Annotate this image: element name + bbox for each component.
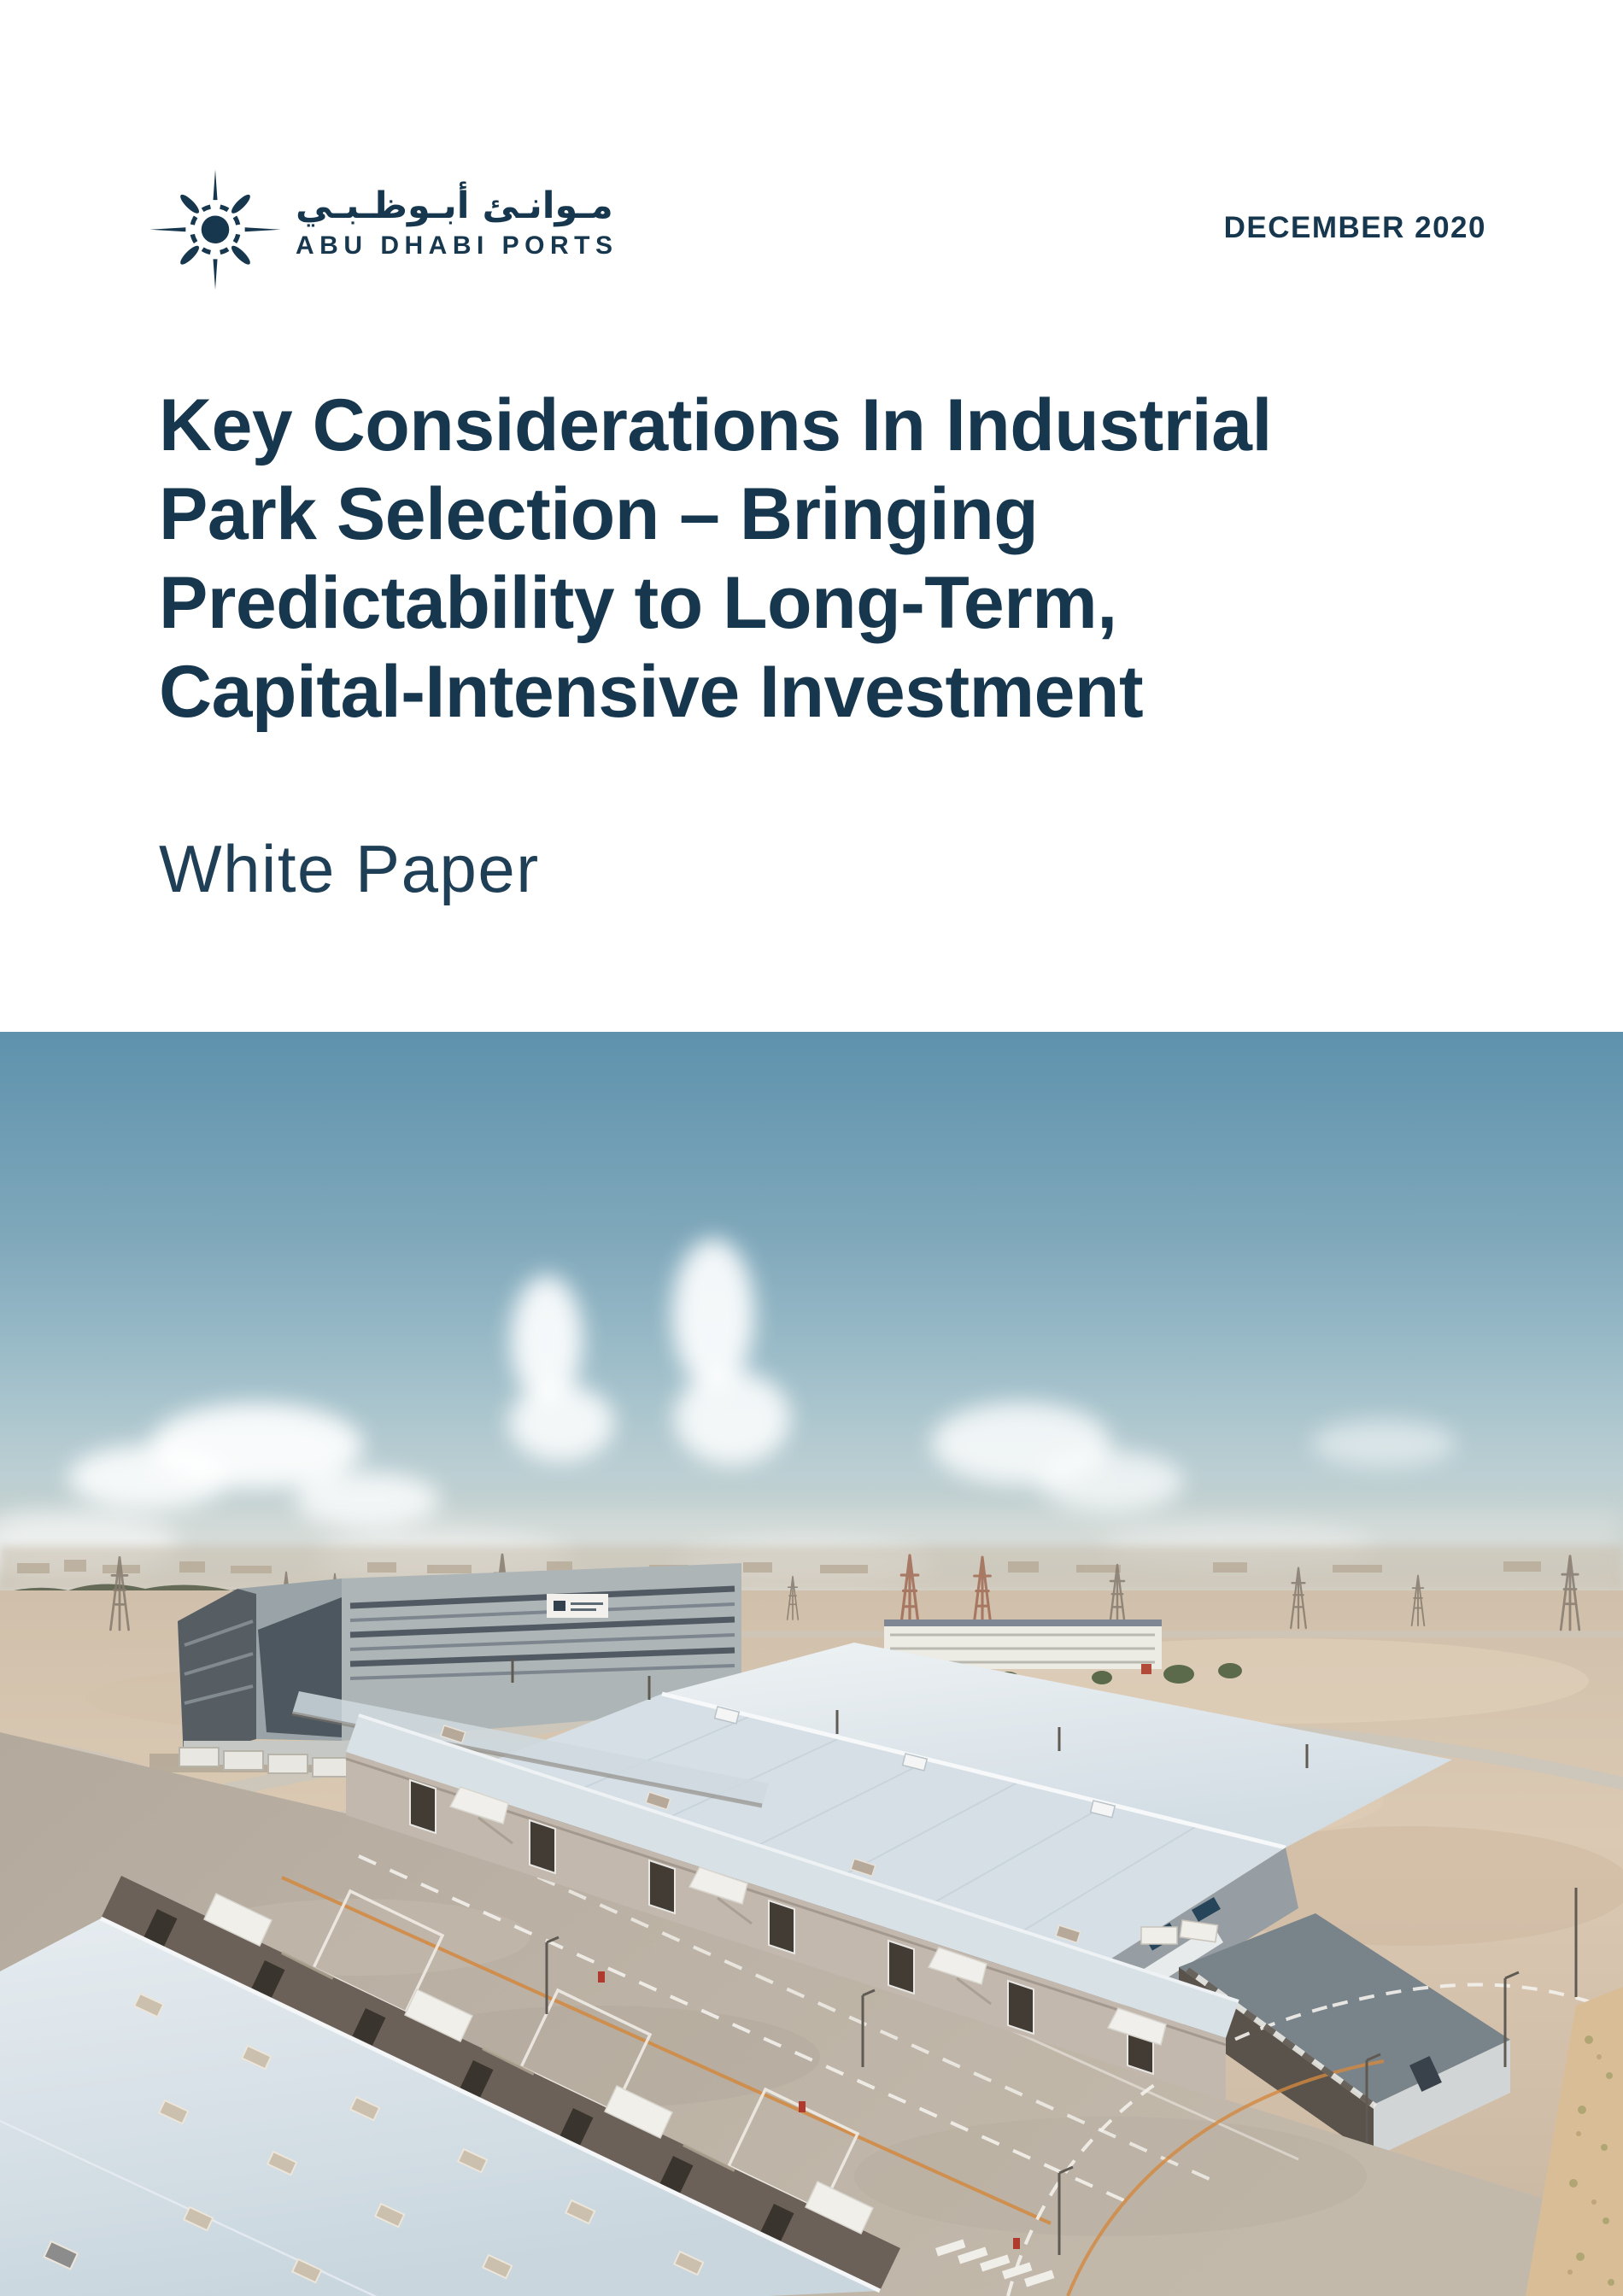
title-line-2: Park Selection – Bringing: [159, 473, 1039, 555]
front-warehouse: [0, 1876, 900, 2296]
cover-photo-aerial-industrial-park: [0, 1032, 1623, 2296]
light-poles: [511, 1659, 1578, 2255]
logo-wordmark: مـوانـئ أبـوظـبـي ABU DHABI PORTS: [296, 184, 688, 261]
logo-english-text: ABU DHABI PORTS: [296, 231, 618, 261]
abu-dhabi-ports-logo: مـوانـئ أبـوظـبـي ABU DHABI PORTS: [144, 162, 690, 299]
scrub-strip: [1526, 1987, 1623, 2296]
issue-date: DECEMBER 2020: [1223, 211, 1486, 244]
title-line-4: Capital-Intensive Investment: [159, 651, 1144, 733]
horizon-distant-town: [0, 1546, 1623, 1590]
middle-unit-row: [345, 1713, 1239, 2101]
document-title: Key Considerations In Industrial Park Se…: [159, 381, 1491, 736]
sunburst-compass-icon: [144, 162, 287, 292]
document-subtitle: White Paper: [159, 831, 540, 906]
fire-hydrants: [598, 1971, 1020, 2249]
title-line-1: Key Considerations In Industrial: [159, 384, 1272, 466]
title-line-3: Predictability to Long-Term,: [159, 562, 1117, 644]
logo-arabic-text: مـوانـئ أبـوظـبـي: [296, 184, 613, 227]
sky: [0, 1032, 1623, 1600]
